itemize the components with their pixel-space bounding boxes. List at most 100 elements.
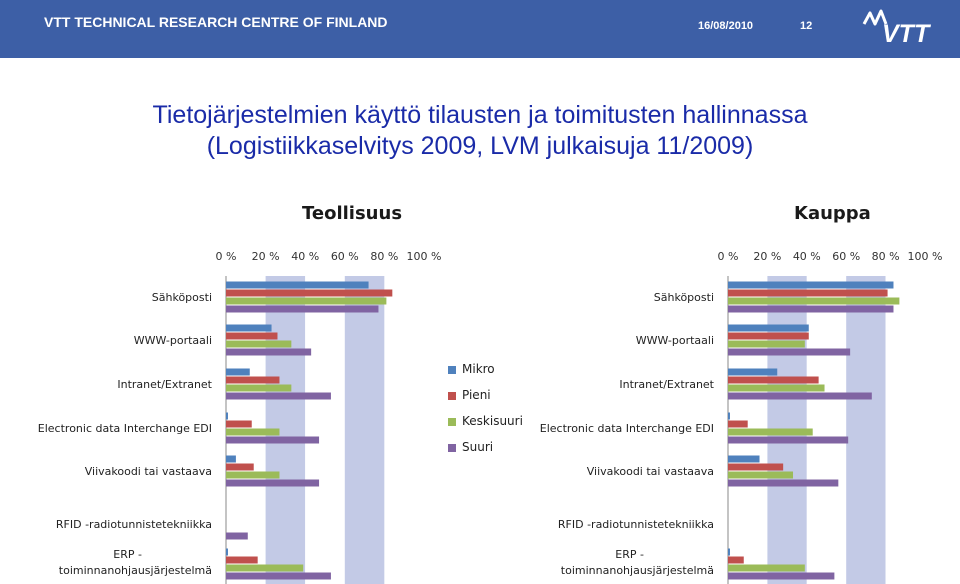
- bar-pieni: [226, 420, 252, 428]
- bar-mikro: [226, 281, 369, 289]
- bar-mikro: [226, 368, 250, 376]
- bar-mikro: [728, 324, 809, 332]
- bar-mikro: [728, 412, 730, 420]
- x-tick-label: 60 %: [331, 250, 359, 263]
- bar-suuri: [728, 305, 894, 313]
- x-tick-label: 80 %: [872, 250, 900, 263]
- bar-keskisuuri: [728, 471, 794, 479]
- bar-keskisuuri: [728, 564, 805, 572]
- bar-mikro: [226, 324, 272, 332]
- bar-keskisuuri: [728, 297, 900, 305]
- bar-pieni: [728, 463, 784, 471]
- grid-band: [344, 276, 385, 584]
- grid-band: [846, 276, 886, 584]
- bar-suuri: [226, 348, 312, 356]
- bar-suuri: [226, 532, 248, 540]
- bar-keskisuuri: [226, 428, 280, 436]
- page-number: 12: [800, 20, 813, 32]
- x-tick-label: 100 %: [908, 250, 943, 263]
- bar-pieni: [728, 289, 888, 297]
- bar-suuri: [728, 436, 849, 444]
- legend-swatch: [448, 391, 456, 400]
- legend-item-suuri: Suuri: [448, 440, 493, 454]
- x-tick-label: 0 %: [718, 250, 739, 263]
- category-label: RFID -radiotunnistetekniikka: [558, 518, 714, 531]
- category-label: ERP -toiminnanohjausjärjestelmä: [561, 548, 714, 577]
- category-label: WWW-portaali: [134, 334, 212, 347]
- category-label: RFID -radiotunnistetekniikka: [56, 518, 212, 531]
- category-label: Viivakoodi tai vastaava: [85, 465, 212, 478]
- bar-pieni: [226, 556, 258, 564]
- bar-keskisuuri: [728, 340, 805, 348]
- category-label: Sähköposti: [152, 291, 212, 304]
- bar-pieni: [728, 420, 748, 428]
- bar-suuri: [226, 305, 379, 313]
- bar-keskisuuri: [226, 564, 304, 572]
- legend-item-pieni: Pieni: [448, 388, 491, 402]
- category-label: Intranet/Extranet: [117, 378, 212, 391]
- grid-band: [305, 276, 345, 584]
- bar-keskisuuri: [226, 471, 280, 479]
- category-label: Sähköposti: [654, 291, 714, 304]
- x-tick-label: 40 %: [793, 250, 821, 263]
- chart-title: Kauppa: [794, 203, 871, 224]
- page-title-line-2: (Logistiikkaselvitys 2009, LVM julkaisuj…: [206, 132, 754, 160]
- category-label: Electronic data Interchange EDI: [540, 422, 714, 435]
- bar-mikro: [226, 548, 228, 556]
- bar-suuri: [226, 436, 320, 444]
- chart-kauppa: Kauppa 0 % 20 % 40 % 60 % 80 % 100 % Sähköposti…: [540, 203, 943, 584]
- grid-band: [806, 276, 847, 584]
- bar-mikro: [728, 281, 894, 289]
- bar-pieni: [226, 463, 254, 471]
- x-tick-label: 80 %: [370, 250, 398, 263]
- x-tick-label: 100 %: [407, 250, 442, 263]
- grid-band: [384, 276, 424, 584]
- bar-pieni: [728, 376, 819, 384]
- legend-label: Pieni: [462, 388, 491, 402]
- page-title-line-1: Tietojärjestelmien käyttö tilausten ja t…: [152, 101, 808, 129]
- x-tick-label: 20 %: [753, 250, 781, 263]
- legend-swatch: [448, 365, 456, 374]
- category-label: Electronic data Interchange EDI: [38, 422, 212, 435]
- bar-mikro: [728, 455, 760, 463]
- bar-suuri: [226, 572, 331, 580]
- bar-mikro: [728, 548, 730, 556]
- bar-suuri: [728, 572, 835, 580]
- legend-swatch: [448, 417, 456, 426]
- bar-suuri: [728, 479, 839, 487]
- chart-title: Teollisuus: [302, 203, 402, 224]
- category-label: Viivakoodi tai vastaava: [587, 465, 714, 478]
- bar-keskisuuri: [728, 428, 813, 436]
- x-tick-label: 20 %: [252, 250, 280, 263]
- legend-label: Mikro: [462, 362, 495, 376]
- bar-pieni: [226, 332, 278, 340]
- bar-suuri: [226, 479, 320, 487]
- bar-mikro: [226, 412, 228, 420]
- bar-pieni: [728, 332, 809, 340]
- category-label: WWW-portaali: [636, 334, 714, 347]
- bar-pieni: [728, 556, 744, 564]
- legend-label: Suuri: [462, 440, 494, 454]
- legend-item-mikro: Mikro: [448, 362, 495, 376]
- legend-swatch: [448, 443, 456, 452]
- bar-mikro: [226, 455, 236, 463]
- bar-keskisuuri: [226, 340, 292, 348]
- bar-keskisuuri: [226, 297, 387, 305]
- header-bar: VTT TECHNICAL RESEARCH CENTRE OF FINLAND…: [0, 0, 960, 58]
- x-tick-label: 60 %: [832, 250, 860, 263]
- bar-pieni: [226, 376, 280, 384]
- bar-keskisuuri: [728, 384, 825, 392]
- bar-mikro: [728, 368, 778, 376]
- slide-date: 16/08/2010: [698, 20, 754, 32]
- bar-pieni: [226, 289, 393, 297]
- bar-suuri: [728, 348, 851, 356]
- bar-suuri: [728, 392, 872, 400]
- category-label: ERP -toiminnanohjausjärjestelmä: [59, 548, 212, 577]
- chart-teollisuus: Teollisuus 0 % 20 % 40 % 60 % 80 % 100 % Sähköp…: [38, 203, 442, 584]
- legend-label: Keskisuuri: [462, 414, 523, 428]
- x-tick-label: 0 %: [216, 250, 237, 263]
- organization-name: VTT TECHNICAL RESEARCH CENTRE OF FINLAND: [44, 14, 388, 30]
- bar-keskisuuri: [226, 384, 292, 392]
- legend-item-keskisuuri: Keskisuuri: [448, 414, 523, 428]
- logo-text: VTT: [882, 20, 932, 48]
